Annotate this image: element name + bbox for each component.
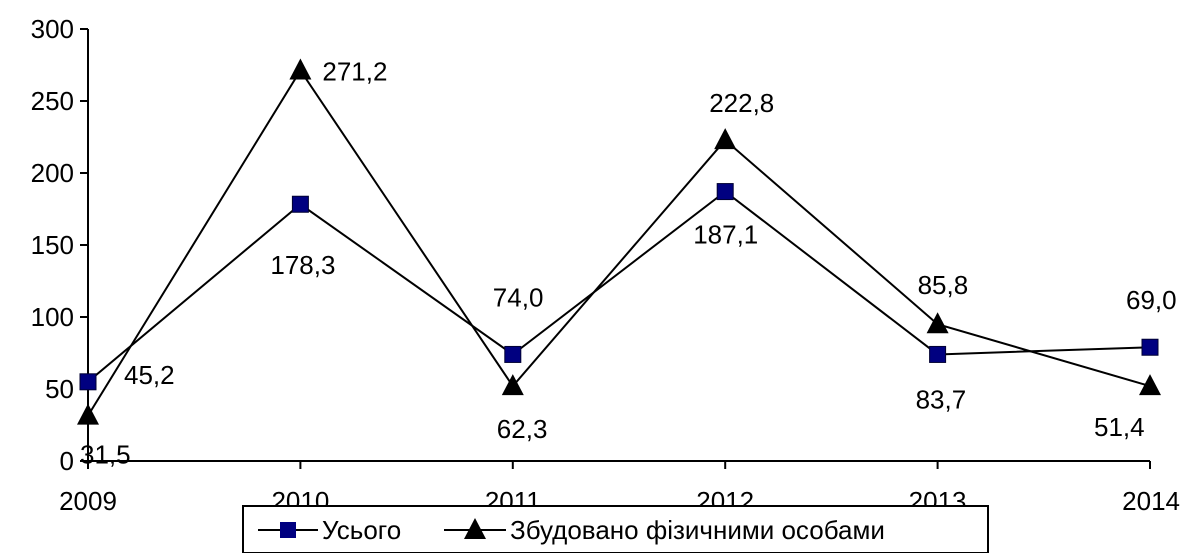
x-tick-label: 2014 xyxy=(1122,486,1180,516)
data-label: 85,8 xyxy=(918,270,969,300)
y-tick-label: 300 xyxy=(31,14,74,44)
triangle-marker xyxy=(289,58,312,80)
data-label: 74,0 xyxy=(493,282,544,312)
triangle-marker xyxy=(714,128,737,150)
y-tick-label: 250 xyxy=(31,86,74,116)
data-labels: 45,2 178,3 74,0 187,1 83,7 69,0 31,5 271,2 62,3 2… xyxy=(80,56,1177,469)
legend-square-marker xyxy=(280,522,296,538)
legend: Усього Збудовано фізичними особами xyxy=(242,505,989,554)
square-marker xyxy=(716,183,734,201)
triangle-marker xyxy=(926,312,949,334)
series-layer xyxy=(77,58,1161,425)
square-marker xyxy=(291,195,309,213)
y-tick-label: 150 xyxy=(31,230,74,260)
legend-label: Усього xyxy=(322,515,401,545)
data-label: 187,1 xyxy=(693,220,758,250)
legend-triangle-marker xyxy=(464,518,486,539)
square-marker xyxy=(1141,338,1159,356)
data-label: 178,3 xyxy=(270,250,335,280)
data-label: 222,8 xyxy=(709,88,774,118)
y-tick-label: 200 xyxy=(31,158,74,188)
square-marker xyxy=(929,345,947,363)
legend-label: Збудовано фізичними особами xyxy=(510,515,885,545)
series-line-0 xyxy=(87,190,1151,383)
y-tick-label: 0 xyxy=(60,446,74,476)
triangle-marker xyxy=(501,374,524,396)
series-line-1 xyxy=(87,68,1151,417)
data-label: 51,4 xyxy=(1094,412,1145,442)
legend-box xyxy=(242,505,989,554)
square-marker xyxy=(504,345,522,363)
data-label: 69,0 xyxy=(1126,285,1177,315)
y-tick-label: 100 xyxy=(31,302,74,332)
x-tick-label: 2009 xyxy=(59,486,117,516)
triangle-marker xyxy=(1139,374,1161,396)
y-tick-label: 50 xyxy=(45,374,74,404)
data-label: 83,7 xyxy=(916,384,967,414)
data-label: 45,2 xyxy=(124,360,175,390)
data-label: 31,5 xyxy=(80,440,131,470)
square-marker xyxy=(79,373,97,391)
data-label: 271,2 xyxy=(322,56,387,86)
triangle-marker xyxy=(77,403,99,425)
data-label: 62,3 xyxy=(497,414,548,444)
